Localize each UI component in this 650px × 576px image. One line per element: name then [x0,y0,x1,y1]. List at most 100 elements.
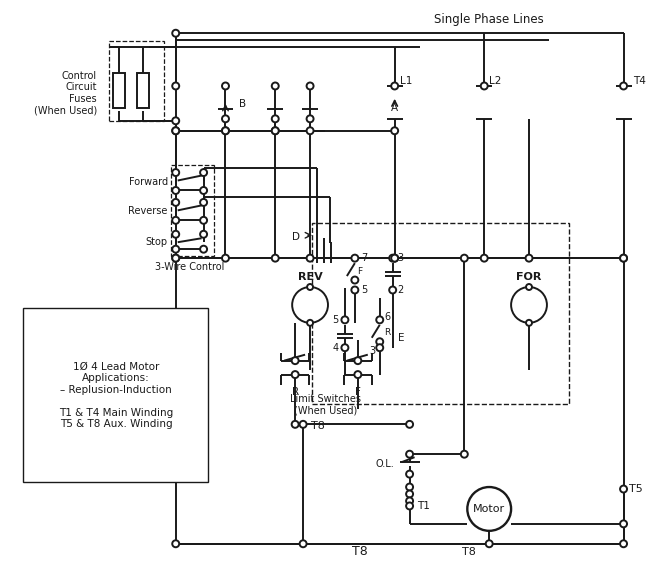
Text: T5: T5 [629,484,642,494]
Circle shape [272,82,279,89]
Text: T1: T1 [417,501,430,511]
Text: F: F [355,388,361,397]
Circle shape [391,82,398,89]
Circle shape [406,471,413,478]
Circle shape [172,187,179,194]
Circle shape [620,540,627,547]
Circle shape [200,231,207,238]
Text: 5: 5 [333,315,339,325]
Circle shape [272,255,279,262]
Circle shape [272,127,279,134]
Circle shape [172,255,179,262]
Text: A: A [391,103,398,113]
Circle shape [172,246,179,253]
Circle shape [352,255,358,262]
Circle shape [292,421,298,428]
Circle shape [620,255,627,262]
Circle shape [406,421,413,428]
Circle shape [391,255,398,262]
Circle shape [354,357,361,364]
Circle shape [406,491,413,498]
Text: B: B [239,99,246,109]
Text: 1Ø 4 Lead Motor
Applications:
– Replusion-Induction

T1 & T4 Main Winding
T5 & T: 1Ø 4 Lead Motor Applications: – Replusio… [59,362,173,430]
Circle shape [272,127,279,134]
Circle shape [200,199,207,206]
Circle shape [307,115,313,122]
Text: O.L.: O.L. [376,459,395,469]
Circle shape [172,127,179,134]
Circle shape [222,255,229,262]
Circle shape [467,487,511,531]
Circle shape [200,246,207,253]
Text: Forward: Forward [129,176,168,187]
Circle shape [172,255,179,262]
Circle shape [406,502,413,509]
Text: 5: 5 [361,285,367,295]
Circle shape [172,30,179,37]
Circle shape [620,486,627,492]
Circle shape [486,540,493,547]
Bar [23,308,207,482]
Circle shape [222,127,229,134]
Bar [109,41,164,121]
Circle shape [406,450,413,458]
Circle shape [172,540,179,547]
Text: T8: T8 [311,421,325,431]
Circle shape [307,320,313,326]
Circle shape [200,217,207,224]
Circle shape [406,484,413,491]
Circle shape [307,255,313,262]
Circle shape [172,217,179,224]
Text: 6: 6 [385,312,391,322]
Text: E: E [398,333,404,343]
Circle shape [389,286,396,294]
Circle shape [222,115,229,122]
Circle shape [172,82,179,89]
Text: Stop: Stop [146,237,168,247]
Circle shape [172,169,179,176]
Text: 2: 2 [398,285,404,295]
Circle shape [376,316,384,323]
Circle shape [172,199,179,206]
Text: REV: REV [298,272,322,282]
Bar [312,223,569,404]
Text: R: R [384,328,390,338]
Circle shape [272,115,279,122]
Circle shape [341,344,348,351]
Text: 4: 4 [333,343,339,353]
Circle shape [300,540,307,547]
Circle shape [461,450,468,458]
Text: 7: 7 [361,253,367,263]
Circle shape [526,255,532,262]
Text: D: D [292,232,300,242]
Text: Limit Switches
(When Used): Limit Switches (When Used) [291,393,361,415]
Text: Single Phase Lines: Single Phase Lines [434,13,544,26]
Text: 3-Wire Control: 3-Wire Control [155,262,224,272]
Circle shape [352,286,358,294]
Circle shape [222,82,229,89]
Text: FOR: FOR [516,272,541,282]
Circle shape [307,82,313,89]
Text: Motor: Motor [473,504,505,514]
Circle shape [620,82,627,89]
Circle shape [389,255,396,262]
Circle shape [292,287,328,323]
Circle shape [172,118,179,124]
Circle shape [620,520,627,528]
Circle shape [341,316,348,323]
Circle shape [292,357,298,364]
Circle shape [307,127,313,134]
Circle shape [172,127,179,134]
Text: T8: T8 [462,547,476,557]
Circle shape [511,287,547,323]
Text: L2: L2 [489,76,502,86]
Circle shape [526,284,532,290]
Circle shape [354,371,361,378]
Bar [171,165,214,256]
Text: Control
Circuit
Fuses
(When Used): Control Circuit Fuses (When Used) [34,70,97,115]
Bar [137,73,149,108]
Circle shape [461,255,468,262]
Text: Reverse: Reverse [129,206,168,217]
Text: T8: T8 [352,545,368,558]
Circle shape [352,276,358,283]
